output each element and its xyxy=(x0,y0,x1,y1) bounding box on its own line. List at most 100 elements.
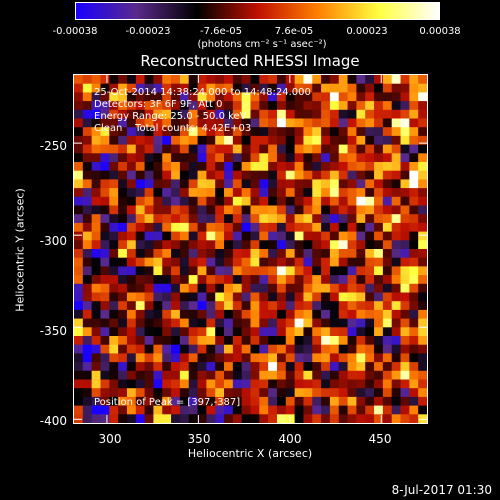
heatmap-cell xyxy=(338,101,349,111)
heatmap-cell xyxy=(312,196,322,206)
heatmap-cell xyxy=(100,240,110,250)
heatmap-cell xyxy=(338,266,349,276)
heatmap-cell xyxy=(294,370,304,380)
heatmap-cell xyxy=(400,231,410,241)
heatmap-cell xyxy=(382,75,393,85)
heatmap-cell xyxy=(74,379,84,389)
heatmap-cell xyxy=(153,344,163,354)
heatmap-cell xyxy=(294,109,304,119)
heatmap-cell xyxy=(321,275,331,285)
heatmap-cell xyxy=(126,170,137,180)
heatmap-cell xyxy=(188,162,199,172)
heatmap-cell xyxy=(391,257,402,267)
heatmap-cell xyxy=(268,301,278,311)
heatmap-cell xyxy=(118,336,128,346)
heatmap-cell xyxy=(224,275,234,285)
heatmap-cell xyxy=(374,196,384,206)
heatmap-cell xyxy=(241,127,251,137)
heatmap-cell xyxy=(347,388,357,398)
heatmap-cell xyxy=(365,118,375,128)
heatmap-cell xyxy=(347,240,357,250)
heatmap-cell xyxy=(197,301,207,311)
heatmap-cell xyxy=(418,144,428,154)
heatmap-cell xyxy=(224,301,234,311)
heatmap-cell xyxy=(409,370,419,380)
heatmap-cell xyxy=(382,127,393,137)
heatmap-cell xyxy=(74,196,84,206)
heatmap-cell xyxy=(259,318,269,328)
heatmap-cell xyxy=(418,153,428,163)
heatmap-cell xyxy=(82,388,93,398)
heatmap-cell xyxy=(188,370,199,380)
heatmap-cell xyxy=(126,109,137,119)
heatmap-cell xyxy=(250,396,260,407)
heatmap-cell xyxy=(250,222,260,233)
heatmap-cell xyxy=(215,222,225,233)
heatmap-cell xyxy=(179,135,190,146)
heatmap-cell xyxy=(347,101,357,111)
heatmap-cell xyxy=(74,162,84,172)
heatmap-cell xyxy=(418,127,428,137)
heatmap-cell xyxy=(382,188,393,198)
heatmap-cell xyxy=(215,362,225,372)
heatmap-cell xyxy=(100,266,110,276)
heatmap-cell xyxy=(232,327,243,337)
heatmap-cell xyxy=(391,292,402,302)
heatmap-cell xyxy=(321,240,331,250)
x-tick-label: 300 xyxy=(98,432,122,446)
heatmap-cell xyxy=(197,336,207,346)
heatmap-cell xyxy=(268,188,278,198)
heatmap-cell xyxy=(276,83,287,93)
heatmap-cell xyxy=(409,266,419,276)
heatmap-cell xyxy=(382,370,393,380)
heatmap-cell xyxy=(374,266,384,276)
heatmap-cell xyxy=(268,92,278,102)
heatmap-cell xyxy=(144,135,154,146)
heatmap-cell xyxy=(153,196,163,206)
heatmap-cell xyxy=(329,162,340,172)
heatmap-cell xyxy=(250,205,260,215)
heatmap-cell xyxy=(418,188,428,198)
heatmap-cell xyxy=(418,318,428,328)
heatmap-cell xyxy=(91,327,101,337)
heatmap-cell xyxy=(215,92,225,102)
heatmap-cell xyxy=(382,275,393,285)
heatmap-cell xyxy=(135,162,146,172)
heatmap-cell xyxy=(268,388,278,398)
heatmap-cell xyxy=(338,275,349,285)
heatmap-cell xyxy=(197,292,207,302)
heatmap-cell xyxy=(197,275,207,285)
heatmap-cell xyxy=(162,240,172,250)
heatmap-cell xyxy=(321,214,331,224)
heatmap-cell xyxy=(338,118,349,128)
heatmap-cell xyxy=(347,109,357,119)
heatmap-cell xyxy=(294,362,304,372)
heatmap-cell xyxy=(109,257,119,267)
heatmap-cell xyxy=(206,205,216,215)
heatmap-cell xyxy=(100,188,110,198)
heatmap-cell xyxy=(91,362,101,372)
heatmap-cell xyxy=(250,257,260,267)
heatmap-cell xyxy=(303,75,313,85)
heatmap-cell xyxy=(391,344,402,354)
heatmap-cell xyxy=(74,109,84,119)
heatmap-cell xyxy=(329,257,340,267)
heatmap-cell xyxy=(206,370,216,380)
heatmap-cell xyxy=(259,388,269,398)
heatmap-cell xyxy=(356,170,366,180)
heatmap-cell xyxy=(74,214,84,224)
heatmap-cell xyxy=(374,205,384,215)
heatmap-cell xyxy=(91,396,101,407)
heatmap-cell xyxy=(188,92,199,102)
heatmap-cell xyxy=(285,257,296,267)
heatmap-cell xyxy=(232,388,243,398)
heatmap-cell xyxy=(109,379,119,389)
heatmap-cell xyxy=(276,344,287,354)
heatmap-cell xyxy=(153,266,163,276)
heatmap-cell xyxy=(250,214,260,224)
heatmap-cell xyxy=(321,327,331,337)
heatmap-cell xyxy=(312,379,322,389)
heatmap-cell xyxy=(365,266,375,276)
heatmap-cell xyxy=(356,231,366,241)
heatmap-cell xyxy=(329,370,340,380)
